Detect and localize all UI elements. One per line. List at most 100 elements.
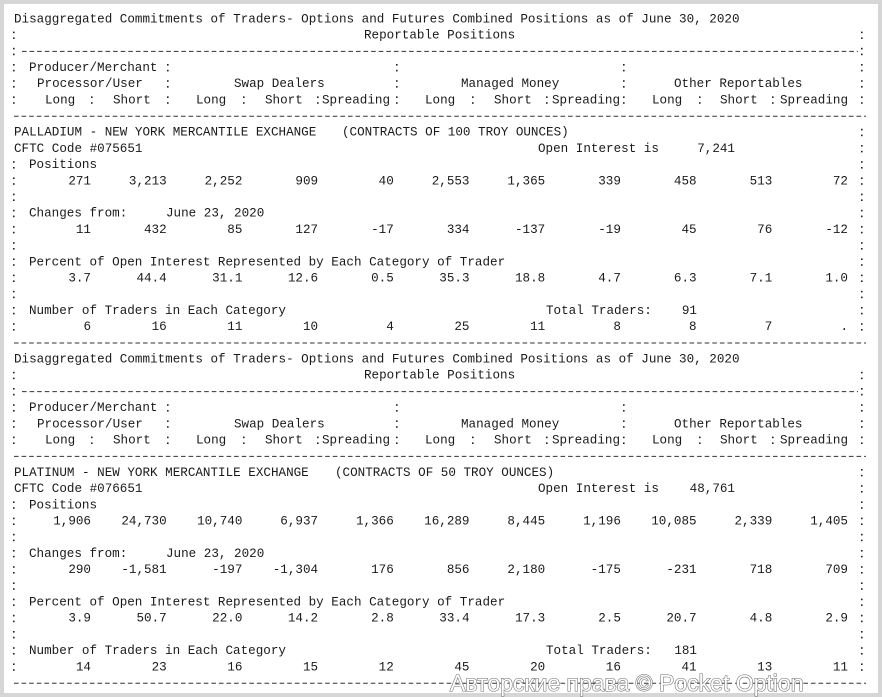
colon: [623, 436, 625, 439]
colon: [13, 420, 15, 422]
cell-value: 45: [454, 660, 469, 674]
colon: [13, 47, 15, 50]
colon: [861, 572, 863, 574]
colon: [772, 102, 774, 104]
column-header: Short: [113, 93, 151, 107]
changes-date: June 23, 2020: [166, 547, 264, 561]
colon: [13, 290, 15, 293]
colon: [167, 69, 169, 72]
colon: [472, 442, 474, 444]
colon: [861, 533, 863, 536]
colon: [13, 323, 15, 325]
colon: [13, 307, 15, 309]
cell-value: 16: [606, 660, 621, 674]
colon: [861, 242, 863, 244]
cell-value: 14: [76, 660, 91, 674]
colon: [861, 491, 863, 493]
colon: [13, 258, 15, 260]
cell-value: 432: [144, 223, 167, 237]
column-header: Short: [113, 434, 151, 448]
cell-value: 2,252: [205, 174, 243, 188]
colon: [167, 426, 169, 428]
colon: [167, 410, 169, 412]
colon: [699, 96, 701, 98]
cell-value: 14.2: [288, 612, 318, 626]
cell-value: 15: [303, 660, 318, 674]
column-header: Short: [494, 434, 532, 448]
colon: [13, 193, 15, 196]
colon: [167, 102, 169, 104]
colon: [13, 329, 15, 331]
colon: [861, 329, 863, 331]
cell-value: 709: [825, 563, 848, 577]
colon: [772, 436, 774, 439]
colon: [546, 436, 548, 439]
colon: [861, 145, 863, 147]
sheet: [4, 4, 878, 693]
colon: [861, 474, 863, 477]
cell-value: 50.7: [136, 612, 166, 626]
cell-value: -12: [825, 223, 848, 237]
colon: [861, 469, 863, 471]
colon: [13, 442, 15, 444]
colon: [861, 312, 863, 315]
section-label: Percent of Open Interest Represented by …: [29, 255, 505, 269]
group-header: Processor/User: [37, 77, 143, 91]
colon: [13, 555, 15, 558]
colon: [861, 258, 863, 260]
colon: [13, 572, 15, 574]
cell-value: 45: [681, 223, 696, 237]
colon: [13, 507, 15, 509]
colon: [861, 669, 863, 671]
report-subtitle: Reportable Positions: [364, 29, 515, 43]
colon: [13, 388, 15, 390]
colon: [243, 442, 245, 444]
colon: [861, 37, 863, 39]
group-header: Other Reportables: [674, 77, 802, 91]
market-name: PLATINUM - NEW YORK MERCANTILE EXCHANGE: [14, 466, 309, 480]
cell-value: 127: [295, 223, 318, 237]
colon: [13, 37, 15, 39]
cell-value: 7.1: [750, 272, 773, 286]
cell-value: 2.8: [371, 612, 394, 626]
column-header: Short: [720, 93, 758, 107]
colon: [861, 582, 863, 584]
column-header: Spreading: [552, 93, 620, 107]
cell-value: 85: [227, 223, 242, 237]
cell-value: 11: [530, 320, 545, 334]
section-label: Changes from:: [29, 207, 127, 221]
colon: [91, 102, 93, 104]
cell-value: 176: [371, 563, 394, 577]
open-interest-label: Open Interest is: [538, 482, 659, 496]
colon: [13, 533, 15, 536]
colon: [861, 128, 863, 131]
colon: [167, 80, 169, 82]
cell-value: 76: [757, 223, 772, 237]
group-header: Producer/Merchant: [29, 401, 157, 415]
cell-value: 10,740: [197, 515, 242, 529]
colon: [623, 102, 625, 104]
colon: [861, 167, 863, 169]
cell-value: 3.9: [68, 612, 91, 626]
colon: [13, 209, 15, 212]
column-header: Long: [196, 93, 226, 107]
group-header: Swap Dealers: [234, 417, 325, 431]
cell-value: 0.5: [371, 272, 394, 286]
colon: [13, 566, 15, 568]
group-header: Managed Money: [461, 417, 560, 431]
colon: [861, 183, 863, 185]
colon: [623, 442, 625, 444]
colon: [472, 436, 474, 439]
colon: [861, 96, 863, 98]
column-header: Spreading: [322, 434, 390, 448]
column-header: Spreading: [552, 434, 620, 448]
colon: [861, 296, 863, 299]
total-traders-label: Total Traders:: [546, 644, 652, 658]
colon: [861, 620, 863, 623]
cell-value: 16: [227, 660, 242, 674]
cell-value: 1,366: [356, 515, 394, 529]
column-header: Spreading: [780, 93, 848, 107]
colon: [861, 631, 863, 633]
cell-value: 2,339: [735, 515, 773, 529]
